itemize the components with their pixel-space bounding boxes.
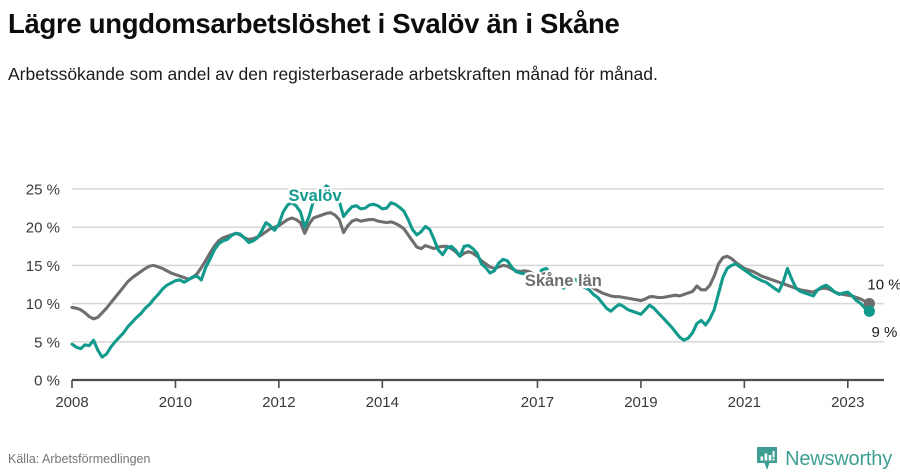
x-axis-ticks (71, 380, 849, 388)
x-axis-tick-labels: 2008 2010 2012 2014 2017 2019 2021 2023 (55, 394, 864, 411)
source-note: Källa: Arbetsförmedlingen (8, 452, 151, 466)
y-axis-tick-label: 10 % (26, 296, 60, 313)
series-label-svalov: Svalöv (288, 187, 342, 205)
line-chart: 0 %5 %10 %15 %20 %25 % 2008 2010 2012 2014 2… (26, 182, 900, 412)
x-axis-tick-label: 2019 (624, 394, 657, 411)
svalov-end-value: 9 % (872, 324, 898, 341)
endpoint-value-annotations: 10 % 9 % (867, 277, 900, 342)
page-title: Lägre ungdomsarbetslöshet i Svalöv än i … (8, 8, 620, 39)
y-axis-tick-label: 25 % (26, 182, 60, 199)
logo-wordmark: Newsworthy (785, 448, 892, 470)
y-axis-tick-label: 0 % (34, 373, 60, 390)
skane-end-value: 10 % (867, 277, 900, 294)
chart-container: 0 % 5 % 10 % 15 % 20 % 25 % 2008 2010 2012 2014 2… (0, 155, 900, 430)
x-axis-tick-label: 2023 (831, 394, 864, 411)
x-axis-tick-label: 2017 (521, 394, 554, 411)
y-axis-tick-label: 20 % (26, 220, 60, 237)
series-lines (70, 184, 871, 359)
x-axis-tick-label: 2021 (728, 394, 761, 411)
page-subtitle: Arbetssökande som andel av den registerb… (8, 64, 658, 84)
series-label-skane-lan: Skåne län (525, 272, 602, 290)
x-axis-tick-label: 2012 (262, 394, 295, 411)
x-axis-tick-label: 2014 (366, 394, 399, 411)
bar-chart-pin-icon (757, 447, 778, 470)
x-axis-tick-label: 2010 (159, 394, 192, 411)
gridlines (72, 188, 884, 343)
newsworthy-logo[interactable]: Newsworthy (756, 446, 892, 472)
y-axis-tick-label: 5 % (34, 334, 60, 351)
y-axis-tick-label: 15 % (26, 258, 60, 275)
series-endpoint-markers (863, 298, 875, 317)
y-axis-tick-labels: 0 % 5 % 10 % 15 % 20 % 25 % (26, 182, 60, 390)
x-axis-tick-label: 2008 (55, 394, 88, 411)
series-inline-labels: Svalöv Skåne län (286, 185, 604, 293)
series-line-svalov (70, 184, 871, 359)
endpoint-dot-svalov (863, 305, 875, 317)
